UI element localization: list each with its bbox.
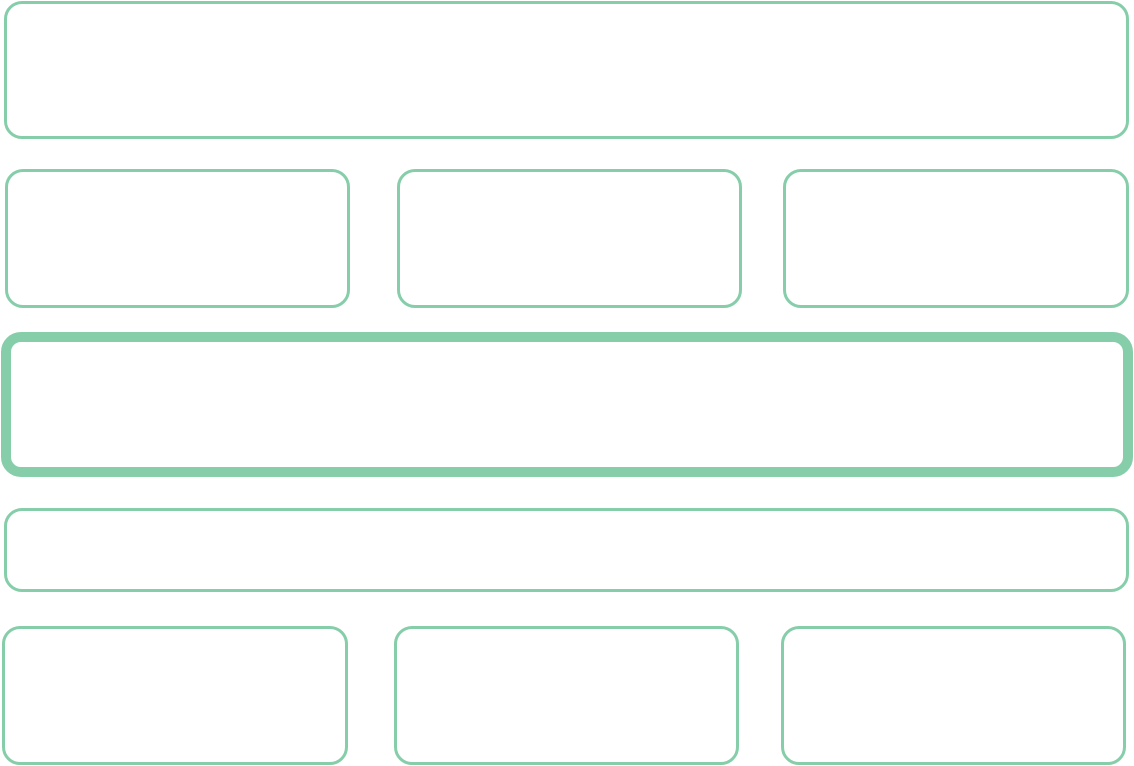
top-panel[interactable] xyxy=(4,1,1129,139)
card-row5-right[interactable] xyxy=(781,626,1126,765)
card-row2-left[interactable] xyxy=(5,169,350,308)
card-row5-left[interactable] xyxy=(2,626,348,765)
card-row2-center[interactable] xyxy=(397,169,742,308)
strip-panel[interactable] xyxy=(4,508,1129,592)
selected-panel[interactable] xyxy=(1,332,1133,477)
card-row5-center[interactable] xyxy=(394,626,739,765)
card-row2-right[interactable] xyxy=(783,169,1129,308)
